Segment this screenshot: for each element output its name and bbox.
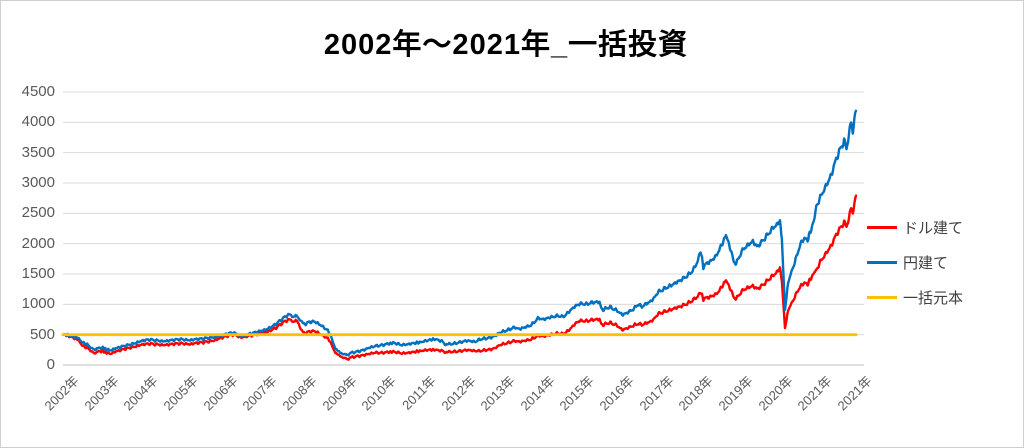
legend-item: ドル建て [867, 217, 963, 237]
y-tick-label: 2500 [21, 204, 55, 222]
y-tick-label: 0 [46, 356, 55, 373]
series-line-1 [61, 109, 858, 357]
y-tick-label: 1000 [21, 295, 55, 313]
y-tick-label: 3000 [21, 174, 55, 191]
legend-line-sample [867, 225, 897, 229]
chart-title: 2002年〜2021年_一括投資 [323, 29, 689, 61]
legend-label: 円建て [903, 254, 949, 272]
legend-line-sample [867, 260, 897, 264]
y-tick-label: 2000 [21, 234, 55, 252]
legend-item: 円建て [867, 252, 963, 272]
legend-line-sample [867, 295, 897, 299]
series-line-0 [61, 194, 858, 361]
y-tick-label: 500 [29, 325, 55, 343]
y-tick-label: 1500 [21, 265, 55, 282]
y-tick-label: 3500 [21, 143, 55, 161]
y-tick-label: 4500 [21, 83, 55, 100]
legend-item: 一括元本 [867, 287, 963, 307]
y-tick-label: 4000 [21, 113, 55, 131]
legend: ドル建て円建て一括元本 [867, 217, 963, 322]
legend-label: ドル建て [903, 219, 964, 237]
legend-label: 一括元本 [903, 289, 964, 307]
